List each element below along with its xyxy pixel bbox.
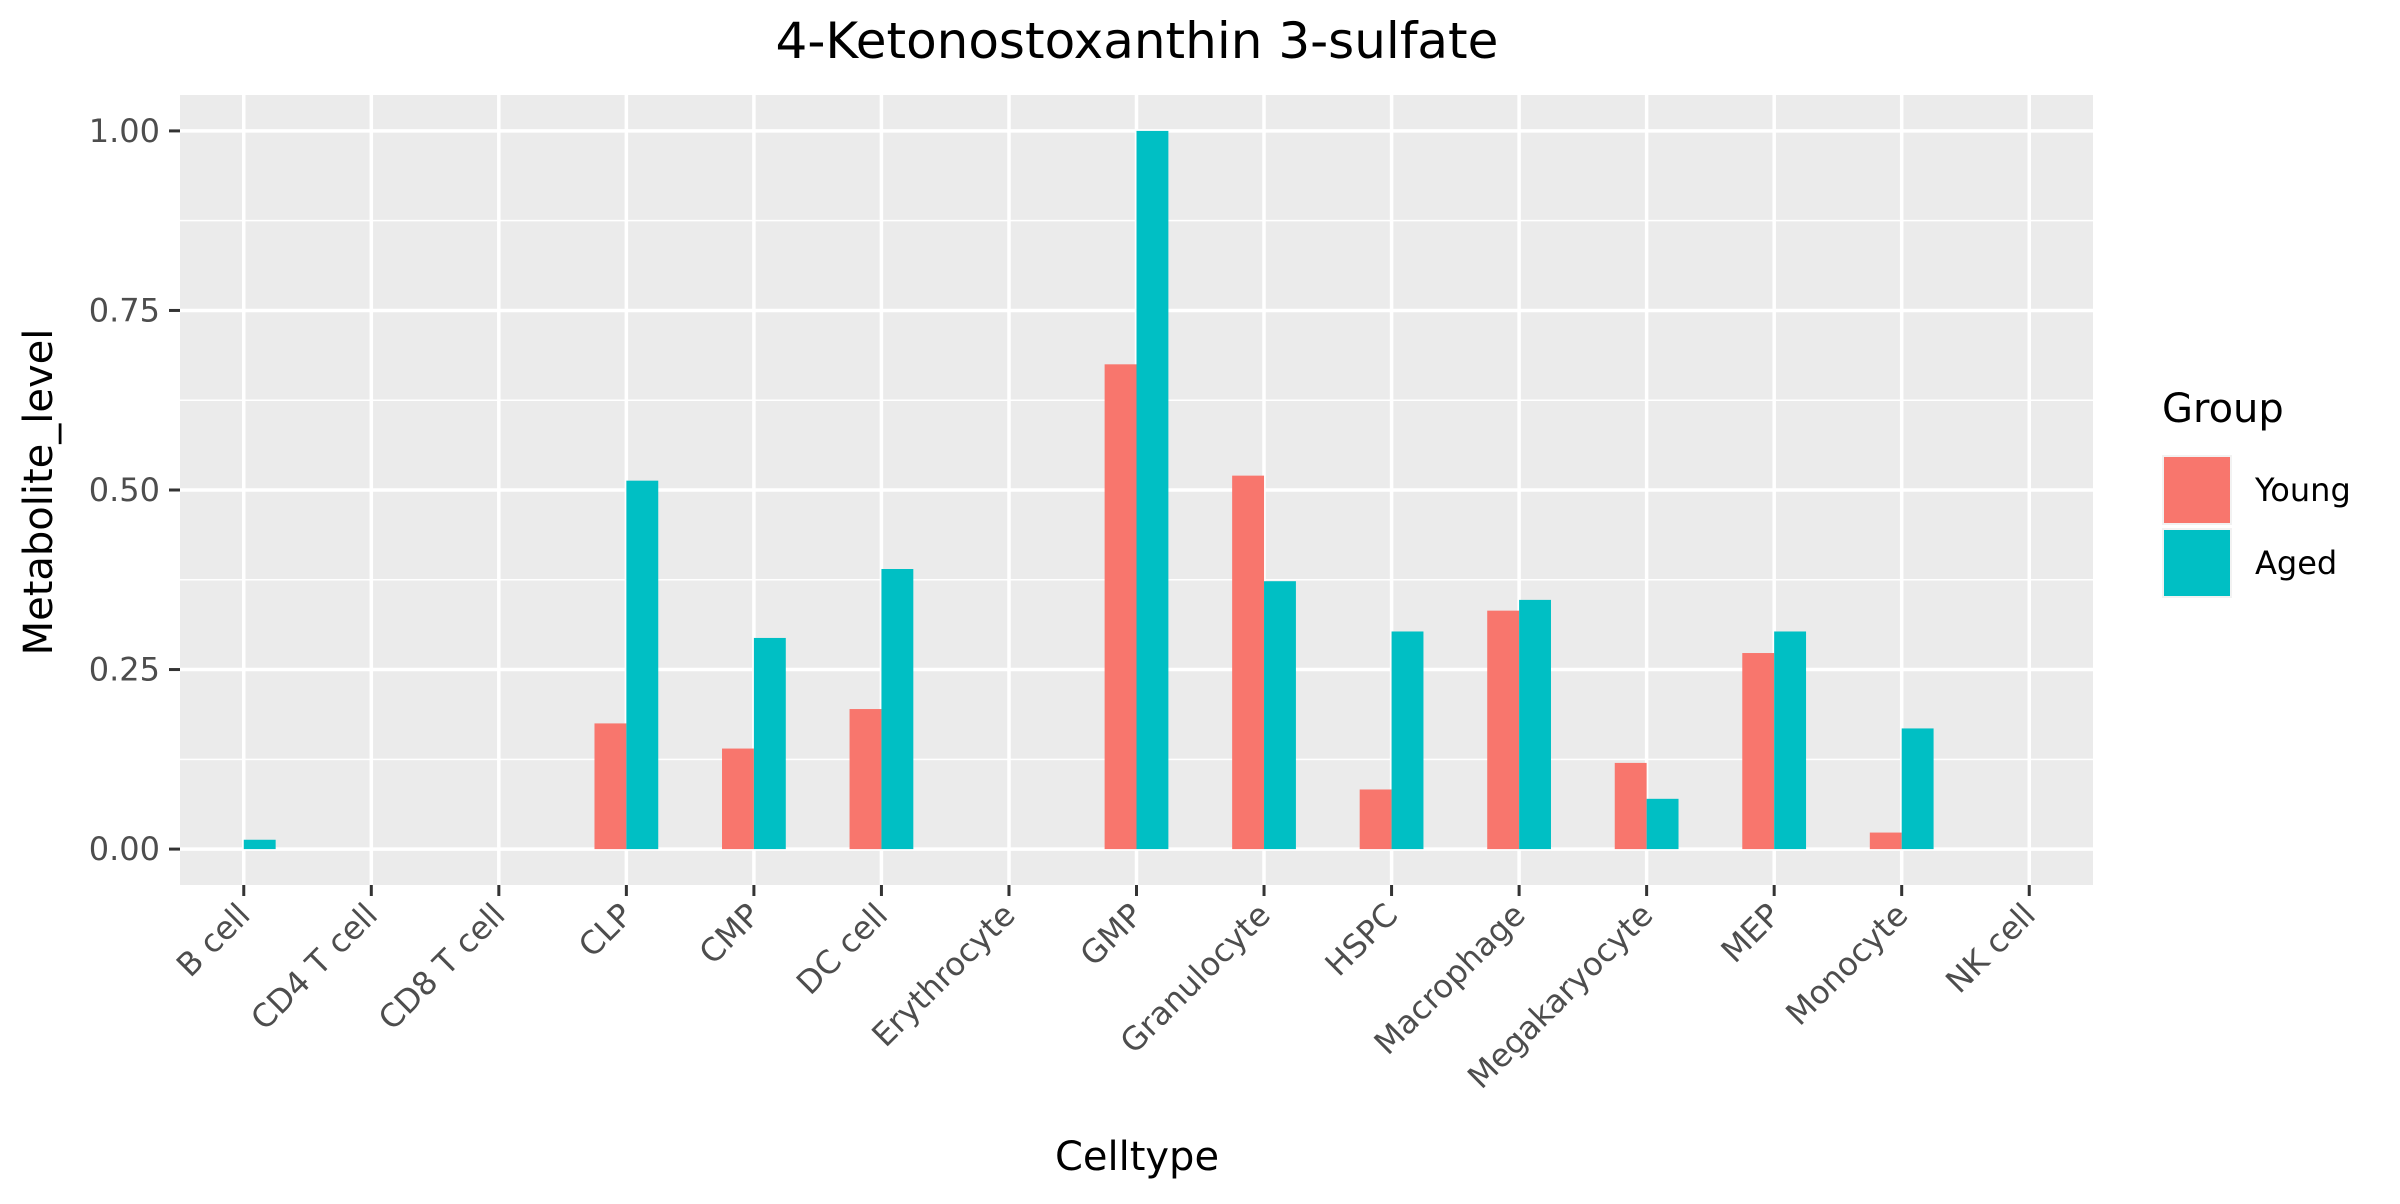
bar-young-macrophage	[1487, 610, 1520, 850]
bar-aged-dc-cell	[881, 569, 914, 850]
y-tick-label: 0.25	[89, 651, 160, 689]
y-tick-label: 0.50	[89, 471, 160, 509]
bar-young-hspc	[1359, 789, 1392, 850]
y-axis-label: Metabolite_level	[16, 329, 62, 656]
bar-aged-gmp	[1136, 130, 1169, 850]
bar-aged-monocyte	[1901, 728, 1934, 850]
bar-aged-mep	[1774, 631, 1807, 850]
legend-title: Group	[2162, 386, 2284, 432]
legend: Group Young Aged	[2162, 386, 2351, 598]
bar-aged-macrophage	[1519, 599, 1551, 850]
bar-aged-hspc	[1391, 631, 1424, 850]
bar-young-megakaryocyte	[1614, 762, 1647, 850]
bar-aged-cmp	[753, 637, 786, 850]
legend-swatch-aged	[2164, 530, 2230, 596]
legend-label-young: Young	[2254, 471, 2351, 509]
bar-aged-megakaryocyte	[1646, 798, 1679, 850]
bar-young-mep	[1742, 653, 1775, 850]
bar-young-monocyte	[1869, 832, 1902, 850]
bar-aged-granulocyte	[1264, 581, 1296, 850]
bar-aged-clp	[626, 480, 659, 850]
legend-swatch-young	[2164, 457, 2230, 523]
bar-young-gmp	[1104, 364, 1137, 850]
bar-young-granulocyte	[1232, 475, 1265, 850]
x-axis-label: Celltype	[1055, 1134, 1219, 1180]
legend-label-aged: Aged	[2255, 544, 2337, 582]
bar-young-dc-cell	[849, 709, 882, 850]
bar-young-clp	[594, 723, 627, 850]
bar-aged-b-cell	[243, 839, 276, 850]
y-tick-label: 1.00	[89, 112, 160, 150]
bar-young-cmp	[722, 748, 754, 850]
y-tick-label: 0.75	[89, 291, 160, 329]
y-tick-label: 0.00	[89, 830, 160, 868]
chart-title: 4-Ketonostoxanthin 3-sulfate	[776, 12, 1499, 70]
